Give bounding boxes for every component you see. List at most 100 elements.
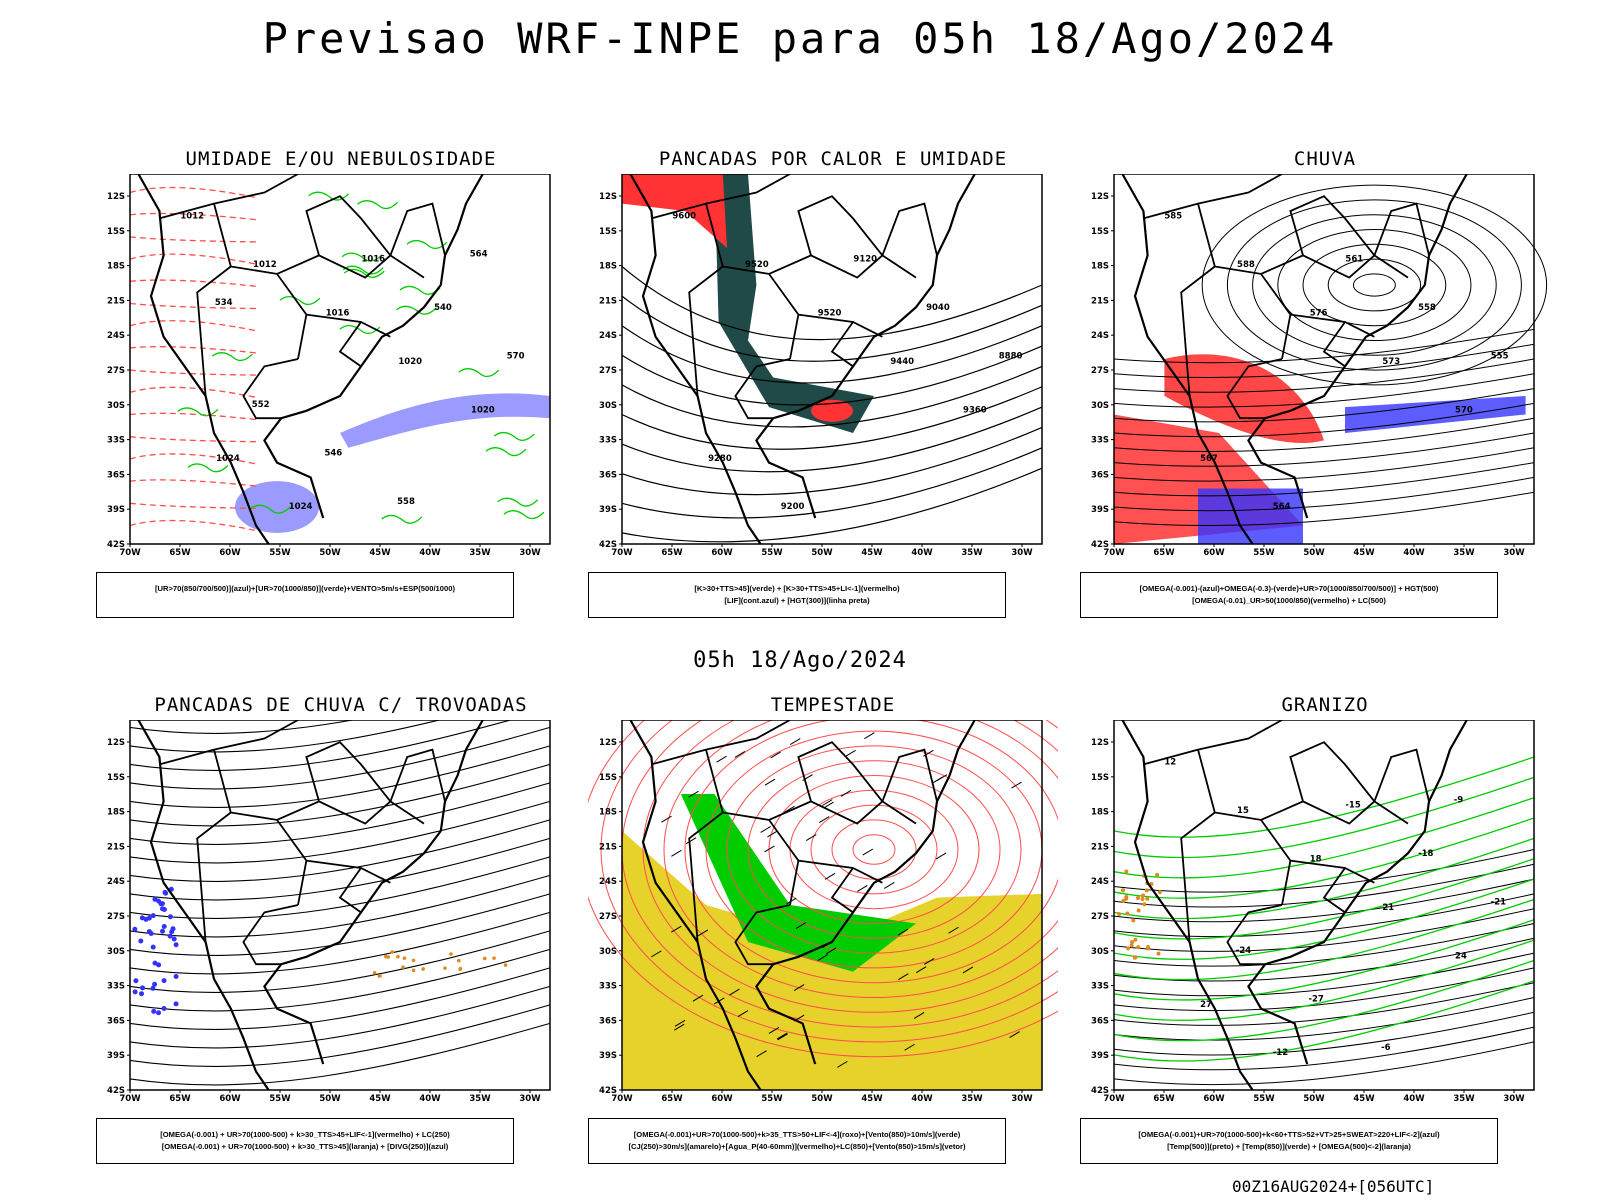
contour-label: 558 — [1418, 303, 1436, 313]
lat-tick-label: 21S — [599, 842, 617, 852]
contour-label: -21 — [1491, 898, 1506, 908]
contour-label: 1020 — [471, 405, 495, 415]
lat-tick-label: 12S — [107, 192, 125, 202]
lon-tick-label: 35W — [961, 1094, 983, 1104]
contour-label: 555 — [1491, 352, 1509, 362]
lon-tick-label: 70W — [611, 548, 633, 558]
contour-label: 9600 — [672, 211, 696, 221]
lat-tick-label: 18S — [599, 262, 617, 272]
run-timestamp: 00Z16AUG2024+[056UTC] — [1232, 1177, 1434, 1196]
lat-tick-label: 36S — [1091, 470, 1109, 480]
lat-tick-label: 36S — [107, 1016, 125, 1026]
lat-tick-label: 36S — [599, 1016, 617, 1026]
divergence-dot — [147, 929, 152, 934]
lon-tick-label: 65W — [1153, 1094, 1175, 1104]
panel-chuva: CHUVA 585 588 576 573 570 567 564 561 558 555 12S 15… — [1080, 148, 1570, 628]
divergence-dot — [151, 913, 156, 918]
contour-label: 9520 — [745, 260, 769, 270]
lat-tick-label: 24S — [599, 877, 617, 887]
contour-label: 564 — [470, 250, 488, 260]
divergence-dot — [172, 936, 177, 941]
panel-legend: [K>30+TTS>45](verde) + [K>30+TTS>45+LI<-… — [588, 572, 1006, 618]
lon-tick-label: 55W — [1253, 1094, 1275, 1104]
thunderstorm-dot — [483, 957, 487, 961]
thunderstorm-dot — [390, 950, 394, 954]
lon-tick-label: 55W — [269, 1094, 291, 1104]
divergence-dot — [133, 978, 138, 983]
lat-tick-label: 18S — [107, 262, 125, 272]
lon-tick-label: 50W — [319, 548, 341, 558]
contour-label: 564 — [1273, 502, 1291, 512]
lat-tick-label: 30S — [599, 947, 617, 957]
lon-tick-label: 60W — [219, 1094, 241, 1104]
panel-title: GRANIZO — [1080, 694, 1570, 716]
lon-tick-label: 30W — [519, 548, 541, 558]
contour-label: 573 — [1382, 357, 1400, 367]
divergence-dot — [160, 906, 165, 911]
lon-tick-label: 65W — [1153, 548, 1175, 558]
lat-tick-label: 18S — [1091, 808, 1109, 818]
lon-tick-label: 40W — [419, 1094, 441, 1104]
omega-area — [1198, 489, 1303, 545]
contour-label: 27 — [1200, 1000, 1212, 1010]
lon-tick-label: 30W — [1503, 548, 1525, 558]
lat-tick-label: 30S — [1091, 947, 1109, 957]
divergence-dot — [156, 962, 161, 967]
contour-label: 540 — [434, 303, 452, 313]
panel-title: TEMPESTADE — [588, 694, 1078, 716]
lat-tick-label: 27S — [599, 912, 617, 922]
panel-legend: [OMEGA(-0.001)-(azul)+OMEGA(-0.3)-(verde… — [1080, 572, 1498, 618]
lat-tick-label: 24S — [599, 331, 617, 341]
legend-line: [OMEGA(-0.001)+UR>70(1000-500)+k>35_TTS>… — [589, 1129, 1005, 1141]
lon-tick-label: 50W — [1303, 1094, 1325, 1104]
thunderstorm-dot — [412, 969, 416, 973]
lon-tick-label: 60W — [219, 548, 241, 558]
legend-line: [CJ(250)>30m/s](amarelo)+[Agua_P(40-60mm… — [589, 1141, 1005, 1153]
panel-umidade: UMIDADE E/OU NEBULOSIDADE 1012 1012 1016 102… — [96, 148, 586, 628]
contour-label: 585 — [1164, 211, 1182, 221]
contour-label: 1020 — [398, 357, 422, 367]
contour-label: 18 — [1310, 854, 1322, 864]
lon-tick-label: 55W — [761, 1094, 783, 1104]
lat-tick-label: 15S — [1091, 773, 1109, 783]
omega500-dot — [1158, 890, 1162, 894]
contour-label: 1012 — [253, 260, 277, 270]
lat-tick-label: 36S — [107, 470, 125, 480]
contour-label: 567 — [1200, 454, 1218, 464]
divergence-dot — [151, 945, 156, 950]
lat-tick-label: 12S — [1091, 738, 1109, 748]
contour-label: 9120 — [853, 255, 877, 265]
lon-tick-label: 50W — [319, 1094, 341, 1104]
lon-tick-label: 65W — [169, 1094, 191, 1104]
divergence-dot — [174, 1001, 179, 1006]
lat-tick-label: 27S — [599, 366, 617, 376]
divergence-dot — [132, 927, 137, 932]
lon-tick-label: 70W — [119, 1094, 141, 1104]
omega500-dot — [1137, 908, 1141, 912]
lat-tick-label: 27S — [107, 366, 125, 376]
thunderstorm-dot — [449, 952, 453, 956]
contour-label: 552 — [252, 400, 270, 410]
lat-tick-label: 27S — [1091, 366, 1109, 376]
thunderstorm-dot — [401, 965, 405, 969]
contour-label: 9040 — [926, 303, 950, 313]
divergence-dot — [174, 942, 179, 947]
lon-tick-label: 65W — [661, 1094, 683, 1104]
contour-label: 9200 — [781, 502, 805, 512]
map-plot: 9600952095209440936092809200912090408880… — [588, 174, 1058, 574]
omega500-dot — [1145, 888, 1149, 892]
lat-tick-label: 12S — [1091, 192, 1109, 202]
lon-tick-label: 35W — [1453, 1094, 1475, 1104]
lon-tick-label: 35W — [469, 1094, 491, 1104]
omega500-dot — [1146, 945, 1150, 949]
lat-tick-label: 30S — [107, 947, 125, 957]
contour-label: 1024 — [216, 454, 240, 464]
omega500-dot — [1126, 946, 1130, 950]
contour-label: -12 — [1273, 1048, 1288, 1058]
panel-pancadas-calor: PANCADAS POR CALOR E UMIDADE 9600 9520 9520… — [588, 148, 1078, 628]
lon-tick-label: 35W — [961, 548, 983, 558]
lon-tick-label: 60W — [1203, 548, 1225, 558]
divergence-dot — [144, 917, 149, 922]
lon-tick-label: 70W — [1103, 1094, 1125, 1104]
lon-tick-label: 30W — [1011, 548, 1033, 558]
